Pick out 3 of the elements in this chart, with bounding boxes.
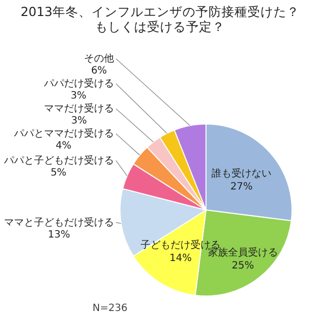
subtitle: もしくは受ける予定？ bbox=[95, 19, 225, 34]
title: 2013年冬、インフルエンザの予防接種受けた？ bbox=[20, 4, 300, 19]
annotation: N=236 bbox=[92, 303, 128, 314]
